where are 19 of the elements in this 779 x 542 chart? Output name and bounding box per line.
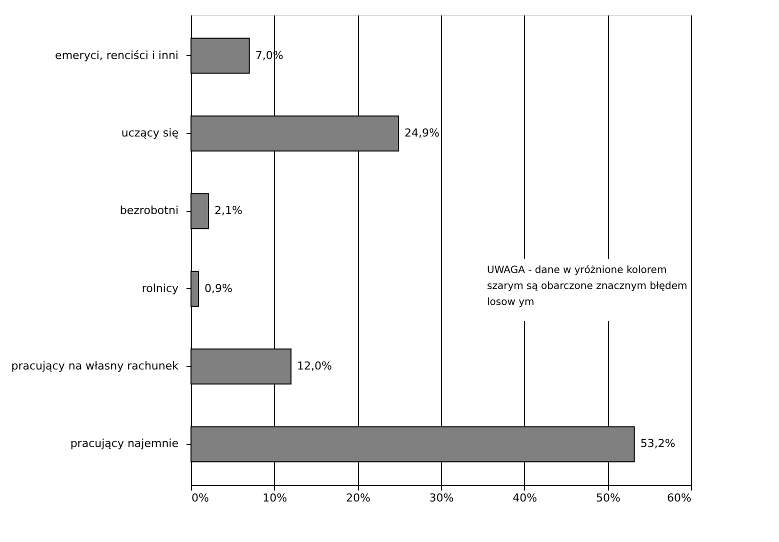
annotation: UWAGA - dane w yróżnione kolorem szarym są obarczone znacznym błędem losow ym	[487, 265, 688, 308]
y-tick-label: rolnicy	[142, 282, 179, 295]
y-tick-label: bezrobotni	[120, 204, 178, 218]
data-label: 2,1%	[214, 204, 242, 218]
y-tick-label: uczący się	[121, 126, 179, 140]
x-tick-label: 20%	[346, 492, 370, 504]
x-tick-label: 50%	[596, 492, 620, 504]
y-tick-label: pracujący najemnie	[70, 437, 179, 450]
x-tick-label: 40%	[512, 492, 538, 504]
x-tick-label: 30%	[429, 492, 454, 504]
y-tick-label: pracujący na własny rachunek	[11, 360, 180, 373]
data-label: 12,0%	[297, 360, 332, 373]
x-tick-label: 0%	[192, 492, 209, 504]
x-tick-label: 10%	[262, 492, 288, 504]
data-label: 0,9%	[204, 282, 232, 295]
data-label: 24,9%	[404, 126, 440, 140]
data-label: 53,2%	[640, 437, 676, 450]
y-tick-label: emeryci, renciści i inni	[55, 48, 178, 62]
x-tick-label: 60%	[667, 492, 692, 504]
